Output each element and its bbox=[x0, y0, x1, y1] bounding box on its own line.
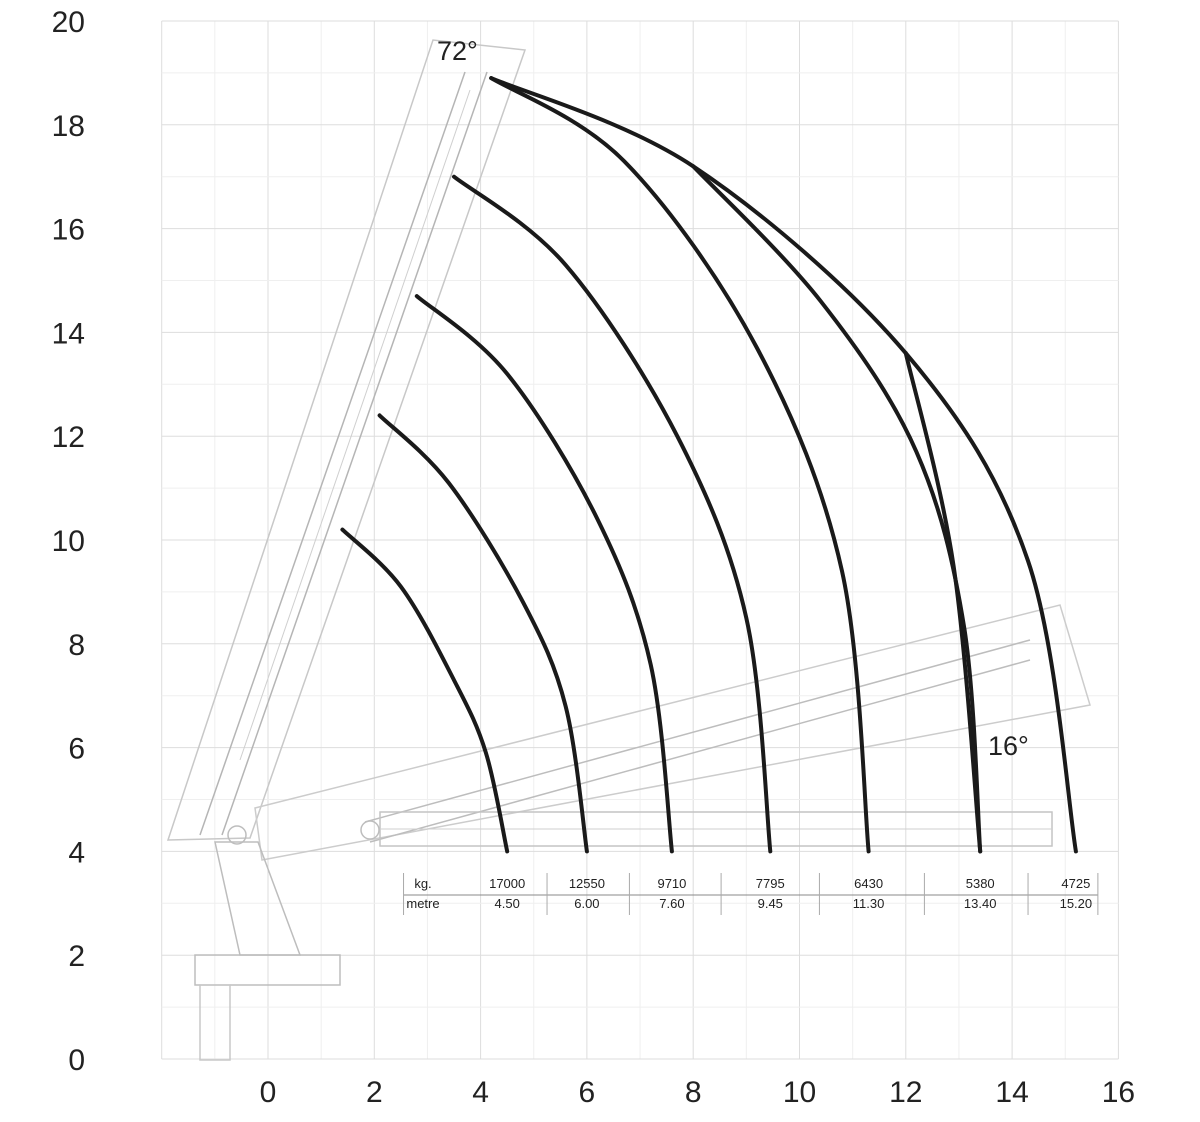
capacity-kg: 9710 bbox=[657, 876, 686, 891]
raised-boom-inner-a bbox=[199, 71, 466, 836]
load-curve-3 bbox=[414, 294, 674, 854]
capacity-metre: 13.40 bbox=[964, 896, 997, 911]
load-curve-1 bbox=[340, 527, 510, 854]
lowered-boom-inner-a bbox=[364, 639, 1031, 823]
lowered-boom-outline bbox=[254, 604, 1091, 861]
capacity-kg: 5380 bbox=[966, 876, 995, 891]
capacity-metre: 11.30 bbox=[853, 896, 885, 911]
y-tick-label: 12 bbox=[52, 421, 85, 454]
x-tick-label: 10 bbox=[783, 1076, 816, 1109]
y-tick-label: 10 bbox=[52, 525, 85, 558]
load-curve-5 bbox=[489, 76, 871, 854]
grid bbox=[161, 20, 1119, 1060]
crane-stabilizer bbox=[199, 984, 231, 1061]
load-curve-4 bbox=[452, 174, 773, 854]
x-tick-label: 14 bbox=[995, 1076, 1028, 1109]
lowered-boom-inner-b bbox=[369, 659, 1031, 843]
min-angle-label: 16° bbox=[988, 731, 1029, 761]
raised-boom-inner-b bbox=[221, 71, 488, 836]
capacity-kg: 12550 bbox=[569, 876, 605, 891]
crane-column bbox=[214, 841, 302, 956]
x-tick-label: 6 bbox=[579, 1076, 596, 1109]
y-tick-label: 4 bbox=[68, 836, 85, 869]
max-angle-label: 72° bbox=[437, 36, 478, 66]
load-curve-8 bbox=[903, 351, 983, 854]
y-tick-label: 20 bbox=[52, 6, 85, 39]
y-tick-label: 6 bbox=[68, 733, 85, 766]
x-tick-label: 16 bbox=[1102, 1076, 1135, 1109]
capacity-kg: 17000 bbox=[489, 876, 525, 891]
boom-joint bbox=[360, 820, 380, 840]
labels: 72° 16° kg. metre 0 2 4 6 8 10 12 14 16 0 2 4 6 8 10 12… bbox=[52, 6, 1135, 1109]
x-tick-label: 4 bbox=[472, 1076, 489, 1109]
capacity-metre: 7.60 bbox=[659, 896, 684, 911]
capacity-kg: 7795 bbox=[756, 876, 785, 891]
load-curves bbox=[340, 76, 1078, 854]
raised-boom-outline bbox=[166, 39, 527, 841]
y-tick-label: 18 bbox=[52, 110, 85, 143]
capacity-metre: 4.50 bbox=[495, 896, 520, 911]
raised-boom-inner-c bbox=[239, 89, 471, 761]
x-tick-label: 0 bbox=[260, 1076, 277, 1109]
load-curve-6 bbox=[691, 164, 983, 854]
x-tick-label: 12 bbox=[889, 1076, 922, 1109]
y-tick-label: 2 bbox=[68, 940, 85, 973]
load-curve-2 bbox=[377, 413, 589, 854]
crane-drawing bbox=[166, 39, 1091, 1061]
y-tick-label: 14 bbox=[52, 317, 85, 350]
x-tick-label: 2 bbox=[366, 1076, 383, 1109]
y-tick-label: 16 bbox=[52, 214, 85, 247]
capacity-table: 17000 4.50 12550 6.00 9710 7.60 7795 9.45 6430 11… bbox=[403, 873, 1099, 915]
y-tick-label: 0 bbox=[68, 1044, 85, 1077]
reach-unit-header: metre bbox=[406, 896, 439, 911]
load-unit-header: kg. bbox=[414, 876, 431, 891]
slewing-joint bbox=[227, 825, 247, 845]
y-tick-label: 8 bbox=[68, 629, 85, 662]
capacity-kg: 6430 bbox=[854, 876, 883, 891]
capacity-kg: 4725 bbox=[1061, 876, 1090, 891]
capacity-metre: 9.45 bbox=[758, 896, 783, 911]
capacity-metre: 15.20 bbox=[1060, 896, 1093, 911]
crane-base-plate bbox=[194, 954, 341, 986]
capacity-metre: 6.00 bbox=[574, 896, 599, 911]
x-tick-label: 8 bbox=[685, 1076, 702, 1109]
